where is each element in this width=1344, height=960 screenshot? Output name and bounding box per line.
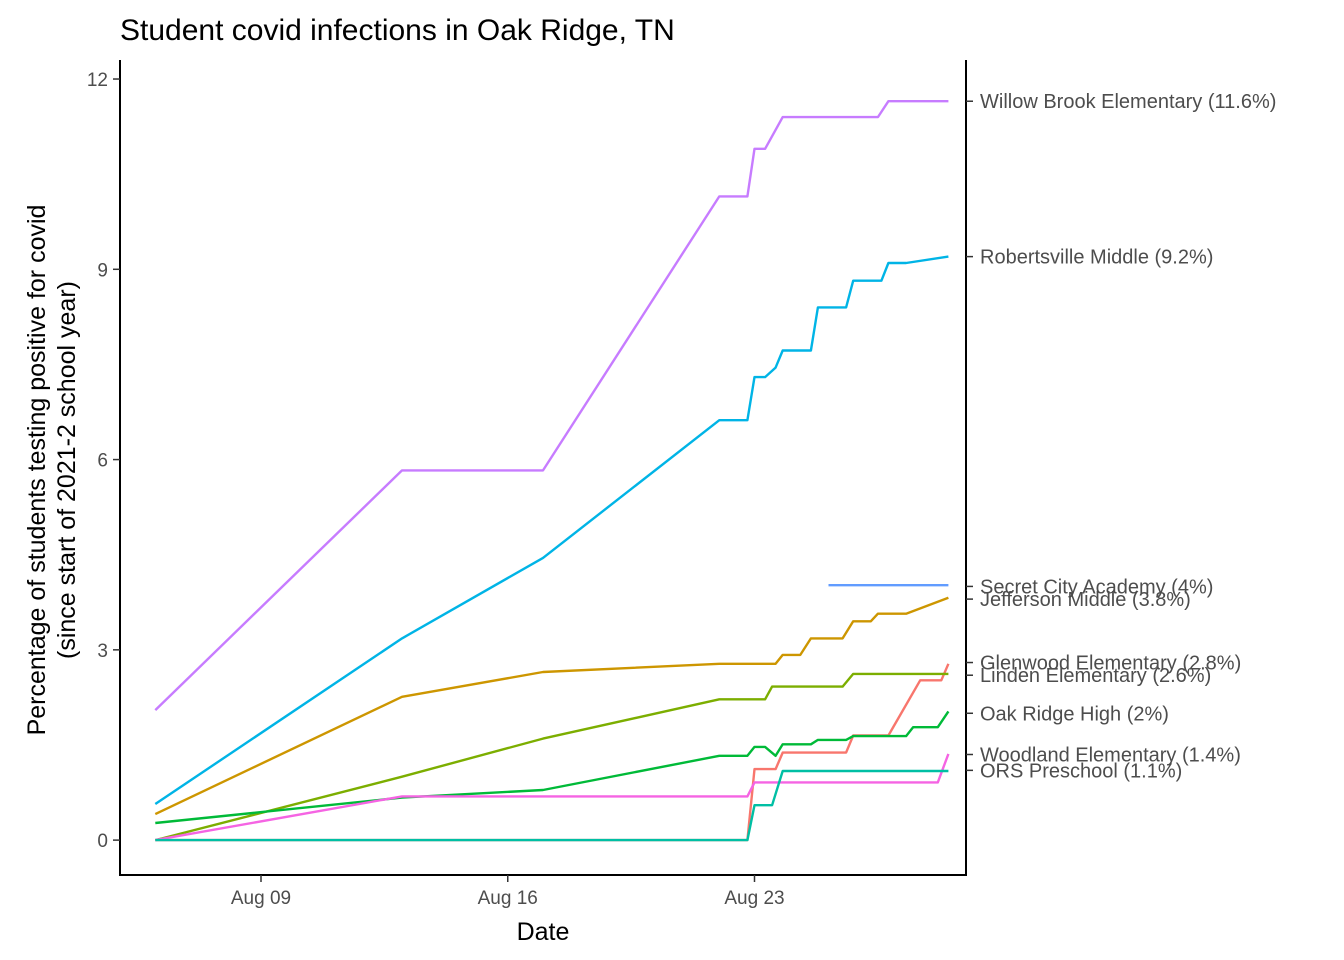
series-line-jefferson-middle [154, 596, 949, 816]
end-label-oak-ridge-high: Oak Ridge High (2%) [980, 703, 1169, 725]
end-label-ors-preschool: ORS Preschool (1.1%) [980, 760, 1182, 782]
y-axis-title-line-2: (since start of 2021-2 school year) [53, 281, 81, 659]
x-tick-label: Aug 16 [478, 888, 538, 909]
x-axis-title: Date [517, 918, 570, 946]
y-tick-label: 3 [97, 641, 108, 662]
series-lines [154, 100, 950, 842]
y-tick-label: 0 [97, 831, 108, 852]
end-label-woodland-elementary: Woodland Elementary (1.4%) [980, 744, 1241, 766]
end-label-willow-brook-elementary: Willow Brook Elementary (11.6%) [980, 91, 1276, 113]
series-line-robertsville-middle [154, 255, 949, 805]
series-line-oak-ridge-high [155, 710, 950, 825]
series-line-willow-brook-elementary [154, 100, 949, 711]
end-label-glenwood-elementary: Glenwood Elementary (2.8%) [980, 653, 1241, 675]
y-axis-title-line-1: Percentage of students testing positive … [23, 205, 51, 736]
series-line-glenwood-elementary [155, 663, 950, 842]
series-line-woodland-elementary [155, 753, 950, 842]
y-tick-label: 9 [97, 260, 108, 281]
end-label-linden-elementary: Linden Elementary (2.6%) [980, 665, 1211, 687]
y-tick-label: 12 [87, 70, 108, 91]
x-tick-label: Aug 23 [724, 888, 784, 909]
y-axis-ticks: 0 3 6 9 12 [87, 70, 120, 852]
end-label-jefferson-middle: Jefferson Middle (3.8%) [980, 589, 1191, 611]
end-label-secret-city-academy: Secret City Academy (4%) [980, 576, 1213, 598]
series-line-ors-preschool [155, 769, 949, 842]
x-axis-ticks: Aug 09 Aug 16 Aug 23 [231, 875, 785, 909]
end-label-robertsville-middle: Robertsville Middle (9.2%) [980, 247, 1213, 269]
y-tick-label: 6 [97, 451, 108, 472]
chart-title: Student covid infections in Oak Ridge, T… [120, 14, 675, 47]
series-line-linden-elementary [155, 672, 949, 842]
series-end-labels: Willow Brook Elementary (11.6%) Robertsvi… [966, 91, 1276, 782]
x-tick-label: Aug 09 [231, 888, 291, 909]
